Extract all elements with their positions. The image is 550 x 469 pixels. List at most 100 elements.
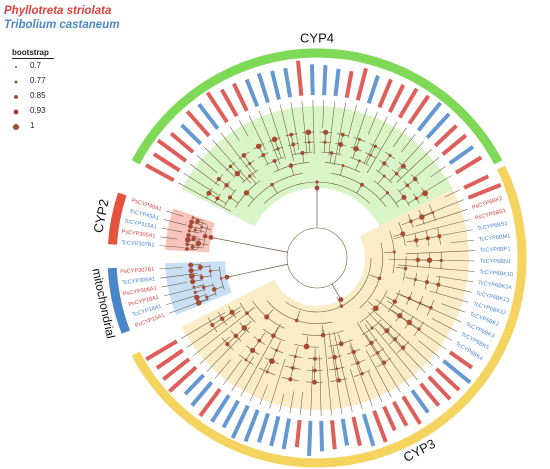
tip-label-mark: [257, 412, 270, 443]
bootstrap-dot: [13, 123, 19, 130]
bootstrap-node: [369, 153, 373, 157]
bootstrap-node: [388, 153, 392, 157]
branch: [178, 182, 232, 212]
bootstrap-node: [220, 316, 225, 321]
tip-label-mark: [382, 405, 397, 432]
branch: [367, 111, 378, 135]
branch: [231, 356, 255, 392]
bootstrap-node: [195, 219, 200, 224]
tip-label-mark: [180, 123, 203, 146]
tip-label-mark: [243, 409, 260, 443]
branch: [289, 391, 295, 414]
branch: [347, 104, 357, 138]
bootstrap-value: 0.85: [30, 91, 46, 100]
bootstrap-node: [255, 143, 262, 150]
root-branch: [210, 237, 288, 253]
branch: [441, 303, 466, 313]
bootstrap-node: [351, 349, 356, 355]
bootstrap-node: [195, 240, 202, 247]
bootstrap-node: [293, 355, 297, 358]
branch: [377, 175, 385, 184]
bootstrap-node: [385, 191, 390, 195]
bootstrap-node: [208, 234, 214, 240]
bootstrap-node: [193, 290, 197, 294]
bootstrap-node: [403, 266, 408, 271]
tip-label-mark: [183, 373, 206, 396]
bootstrap-node: [248, 162, 252, 165]
bootstrap-node: [288, 377, 293, 382]
branch: [201, 226, 212, 230]
tip-label-mark: [296, 60, 304, 96]
branch: [159, 245, 184, 248]
tip-label-mark: [416, 101, 442, 132]
tip-label-mark: [156, 138, 188, 163]
bootstrap-node: [193, 228, 197, 232]
bootstrap-node: [320, 332, 326, 338]
tip-label: TcCYP6BK13: [475, 291, 509, 304]
bootstrap-node: [216, 176, 221, 182]
bootstrap-node: [424, 280, 429, 285]
bootstrap-node: [419, 214, 425, 220]
bootstrap-row: 0.93: [12, 104, 124, 119]
branch: [214, 359, 231, 379]
branch: [423, 212, 433, 217]
bootstrap-node: [307, 140, 311, 144]
bootstrap-node: [335, 367, 339, 371]
tip-label-mark: [333, 68, 341, 97]
bootstrap-node: [184, 237, 191, 243]
branch: [195, 289, 205, 293]
bootstrap-node: [422, 190, 428, 197]
tip-label-mark: [220, 88, 239, 118]
bootstrap-node: [188, 262, 194, 268]
tip-label-mark: [281, 418, 291, 450]
branch: [328, 100, 336, 156]
tip-label-mark: [392, 400, 409, 427]
branch: [159, 267, 183, 270]
bootstrap-node: [199, 275, 204, 280]
branch: [405, 250, 475, 255]
bootstrap-node: [323, 129, 329, 135]
bootstrap-node: [314, 185, 320, 191]
bootstrap-node: [425, 236, 430, 241]
bootstrap-node: [189, 219, 194, 225]
bootstrap-node: [406, 319, 413, 326]
bootstrap-node: [211, 287, 217, 292]
bootstrap-node: [373, 305, 379, 312]
tip-label-mark: [307, 420, 313, 456]
tip-label: PsCYP305A1: [121, 229, 156, 240]
tip-label-mark: [244, 78, 260, 108]
branch: [365, 349, 392, 398]
tip-label-mark: [366, 75, 380, 105]
clade-rings: [107, 48, 527, 468]
bootstrap-node: [381, 360, 387, 365]
bootstrap-node: [294, 318, 299, 323]
branch: [163, 219, 187, 226]
root-branch: [226, 263, 288, 278]
bootstrap-node: [215, 196, 220, 201]
bootstrap-node: [384, 328, 390, 334]
bootstrap-node: [360, 372, 364, 376]
bootstrap-node: [359, 182, 364, 187]
tip-label-mark: [152, 152, 181, 173]
branch: [396, 149, 432, 183]
bootstrap-node: [431, 211, 435, 215]
tip-label-mark: [270, 70, 281, 100]
tip-label-mark: [221, 399, 240, 429]
bootstrap-row: 1: [12, 119, 124, 134]
bootstrap-node: [243, 190, 250, 196]
tip-label-mark: [256, 72, 270, 104]
tip-label-mark: [145, 163, 175, 182]
branch: [183, 172, 219, 196]
clade-ring-cyp3: [131, 165, 527, 468]
tip-label-mark: [230, 404, 250, 439]
clade-ring-cyp4: [131, 48, 503, 165]
branch: [279, 104, 294, 162]
tip-label: TcCYP6BN1: [480, 259, 511, 266]
branch: [163, 286, 202, 297]
branch: [328, 331, 343, 415]
tip-label-mark: [401, 395, 422, 425]
tip-label: TcCYP307B1: [121, 240, 155, 249]
tip-label-mark: [294, 419, 302, 448]
bootstrap-node: [356, 361, 360, 365]
branch: [210, 269, 221, 272]
